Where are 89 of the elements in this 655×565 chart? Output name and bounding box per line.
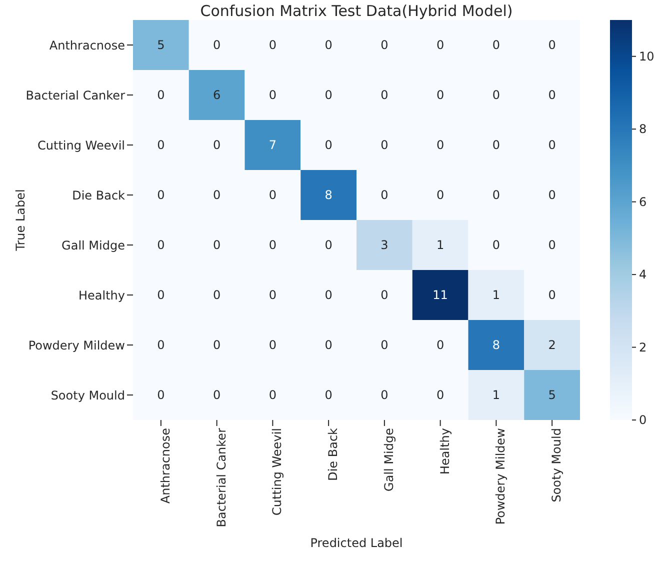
data-label: 0 — [380, 138, 388, 152]
data-label: 0 — [436, 188, 444, 202]
data-label: 0 — [548, 238, 556, 252]
data-label: 0 — [380, 38, 388, 52]
data-label: 0 — [492, 188, 500, 202]
data-label: 7 — [268, 138, 277, 152]
data-label: 0 — [268, 188, 277, 202]
data-label: 0 — [212, 388, 221, 402]
data-label: 1 — [492, 388, 500, 402]
data-label: 0 — [324, 388, 332, 402]
data-label: 0 — [548, 188, 556, 202]
data-label: 11 — [432, 288, 448, 302]
data-label: 0 — [268, 88, 277, 102]
data-label: 0 — [268, 238, 277, 252]
data-label: 0 — [324, 238, 332, 252]
data-label: 0 — [324, 338, 332, 352]
data-label: 0 — [436, 138, 444, 152]
x-tick-label: Die Back — [326, 428, 340, 481]
data-label: 0 — [492, 38, 500, 52]
data-label: 0 — [268, 38, 277, 52]
color-bar-label: 8 — [639, 122, 647, 136]
data-label: 0 — [157, 288, 165, 302]
y-tick-label: Gall Midge — [62, 238, 125, 252]
x-tick-label: Powdery Mildew — [494, 428, 508, 525]
data-label: 1 — [492, 288, 500, 302]
data-label: 0 — [324, 38, 332, 52]
data-label: 0 — [212, 188, 221, 202]
color-bar-label: 0 — [639, 413, 647, 427]
data-label: 0 — [157, 338, 165, 352]
color-bar-label: 2 — [639, 340, 647, 354]
data-label: 0 — [548, 138, 556, 152]
data-label: 0 — [380, 338, 388, 352]
y-tick-label: Cutting Weevil — [38, 138, 125, 152]
data-label: 0 — [268, 338, 277, 352]
data-label: 2 — [548, 338, 556, 352]
data-label: 0 — [436, 88, 444, 102]
data-label: 0 — [436, 338, 444, 352]
y-tick-label: Bacterial Canker — [26, 88, 126, 102]
data-label: 0 — [157, 238, 165, 252]
data-label: 0 — [324, 138, 332, 152]
x-tick-label: Healthy — [438, 428, 452, 475]
y-tick-label: Sooty Mould — [50, 388, 125, 402]
data-label: 0 — [380, 188, 388, 202]
data-label: 0 — [436, 388, 444, 402]
data-label: 3 — [380, 238, 388, 252]
data-label: 5 — [157, 38, 165, 52]
chart-title: Confusion Matrix Test Data(Hybrid Model) — [199, 2, 514, 20]
data-label: 0 — [212, 138, 221, 152]
x-axis-title: Predicted Label — [310, 536, 403, 550]
x-tick-label: Anthracnose — [158, 428, 172, 504]
data-label: 8 — [324, 188, 332, 202]
data-label: 0 — [380, 388, 388, 402]
data-label: 0 — [212, 38, 221, 52]
data-label: 8 — [492, 338, 500, 352]
data-label: 0 — [212, 238, 221, 252]
y-tick-label: Anthracnose — [49, 38, 125, 52]
data-label: 6 — [212, 88, 221, 102]
data-label: 0 — [492, 88, 500, 102]
data-label: 0 — [380, 88, 388, 102]
data-label: 0 — [492, 138, 500, 152]
data-label: 0 — [548, 38, 556, 52]
data-label: 0 — [268, 288, 277, 302]
color-bar-label: 10 — [639, 49, 654, 64]
data-label: 0 — [548, 88, 556, 102]
data-label: 0 — [157, 138, 165, 152]
x-tick-label: Sooty Mould — [550, 428, 564, 502]
data-label: 0 — [157, 388, 165, 402]
data-label: 0 — [157, 88, 165, 102]
data-label: 0 — [436, 38, 444, 52]
y-tick-label: Healthy — [78, 288, 125, 302]
data-label: 0 — [380, 288, 388, 302]
data-label: 0 — [324, 288, 332, 302]
data-label: 1 — [436, 238, 444, 252]
y-axis-title: True Label — [13, 189, 28, 252]
data-label: 0 — [212, 338, 221, 352]
x-tick-label: Gall Midge — [382, 428, 396, 492]
color-bar-label: 4 — [639, 268, 647, 282]
data-label: 0 — [157, 188, 165, 202]
data-label: 0 — [492, 238, 500, 252]
data-label: 0 — [548, 288, 556, 302]
x-tick-label: Bacterial Canker — [214, 428, 228, 528]
y-tick-label: Powdery Mildew — [28, 338, 126, 352]
color-bar-label: 6 — [639, 194, 647, 209]
data-label: 0 — [324, 88, 332, 102]
y-tick-label: Die Back — [72, 188, 126, 202]
data-label: 5 — [548, 388, 556, 402]
data-label: 0 — [268, 388, 277, 402]
x-tick-label: Cutting Weevil — [270, 428, 284, 516]
data-label: 0 — [212, 288, 221, 302]
